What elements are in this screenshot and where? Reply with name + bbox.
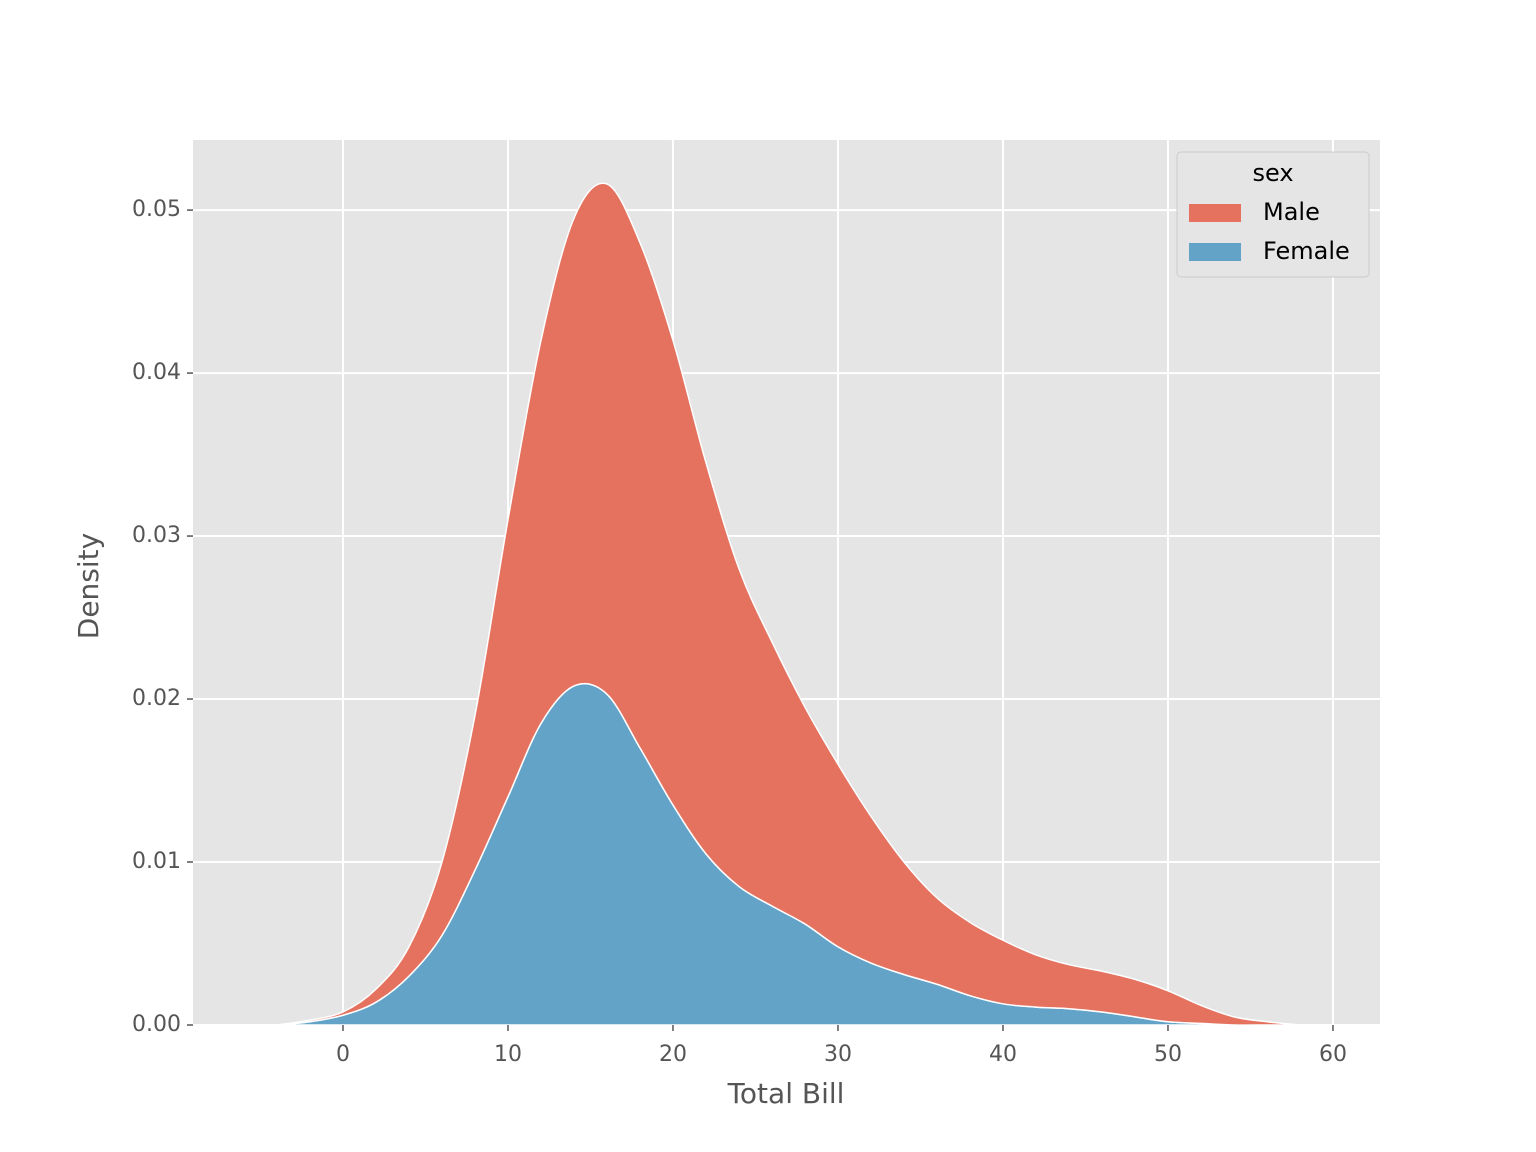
- x-axis-label: Total Bill: [727, 1077, 845, 1110]
- x-tick-label: 50: [1154, 1042, 1182, 1067]
- legend-swatch: [1189, 204, 1241, 222]
- x-tick-label: 30: [824, 1042, 852, 1067]
- y-tick-label: 0.00: [132, 1012, 181, 1037]
- x-tick-label: 0: [336, 1042, 350, 1067]
- ticks: 0.00 0.01 0.02 0.03 0.04 0.05 0 10 20 30 40 50 60: [132, 197, 1347, 1067]
- legend-title: sex: [1252, 159, 1293, 187]
- y-tick-label: 0.04: [132, 360, 181, 385]
- legend-label: Female: [1263, 237, 1350, 265]
- x-tick-label: 40: [989, 1042, 1017, 1067]
- area: [276, 182, 1301, 1026]
- areas: [276, 182, 1301, 1026]
- y-tick-label: 0.05: [132, 197, 181, 222]
- y-axis-label: Density: [72, 533, 105, 639]
- x-tick-label: 10: [494, 1042, 522, 1067]
- legend: sex Male Female: [1176, 151, 1370, 278]
- y-tick-label: 0.03: [132, 523, 181, 548]
- x-tick-label: 20: [659, 1042, 687, 1067]
- x-tick-label: 60: [1319, 1042, 1347, 1067]
- y-tick-label: 0.02: [132, 686, 181, 711]
- legend-label: Male: [1263, 198, 1320, 226]
- legend-swatch: [1189, 243, 1241, 261]
- y-tick-label: 0.01: [132, 849, 181, 874]
